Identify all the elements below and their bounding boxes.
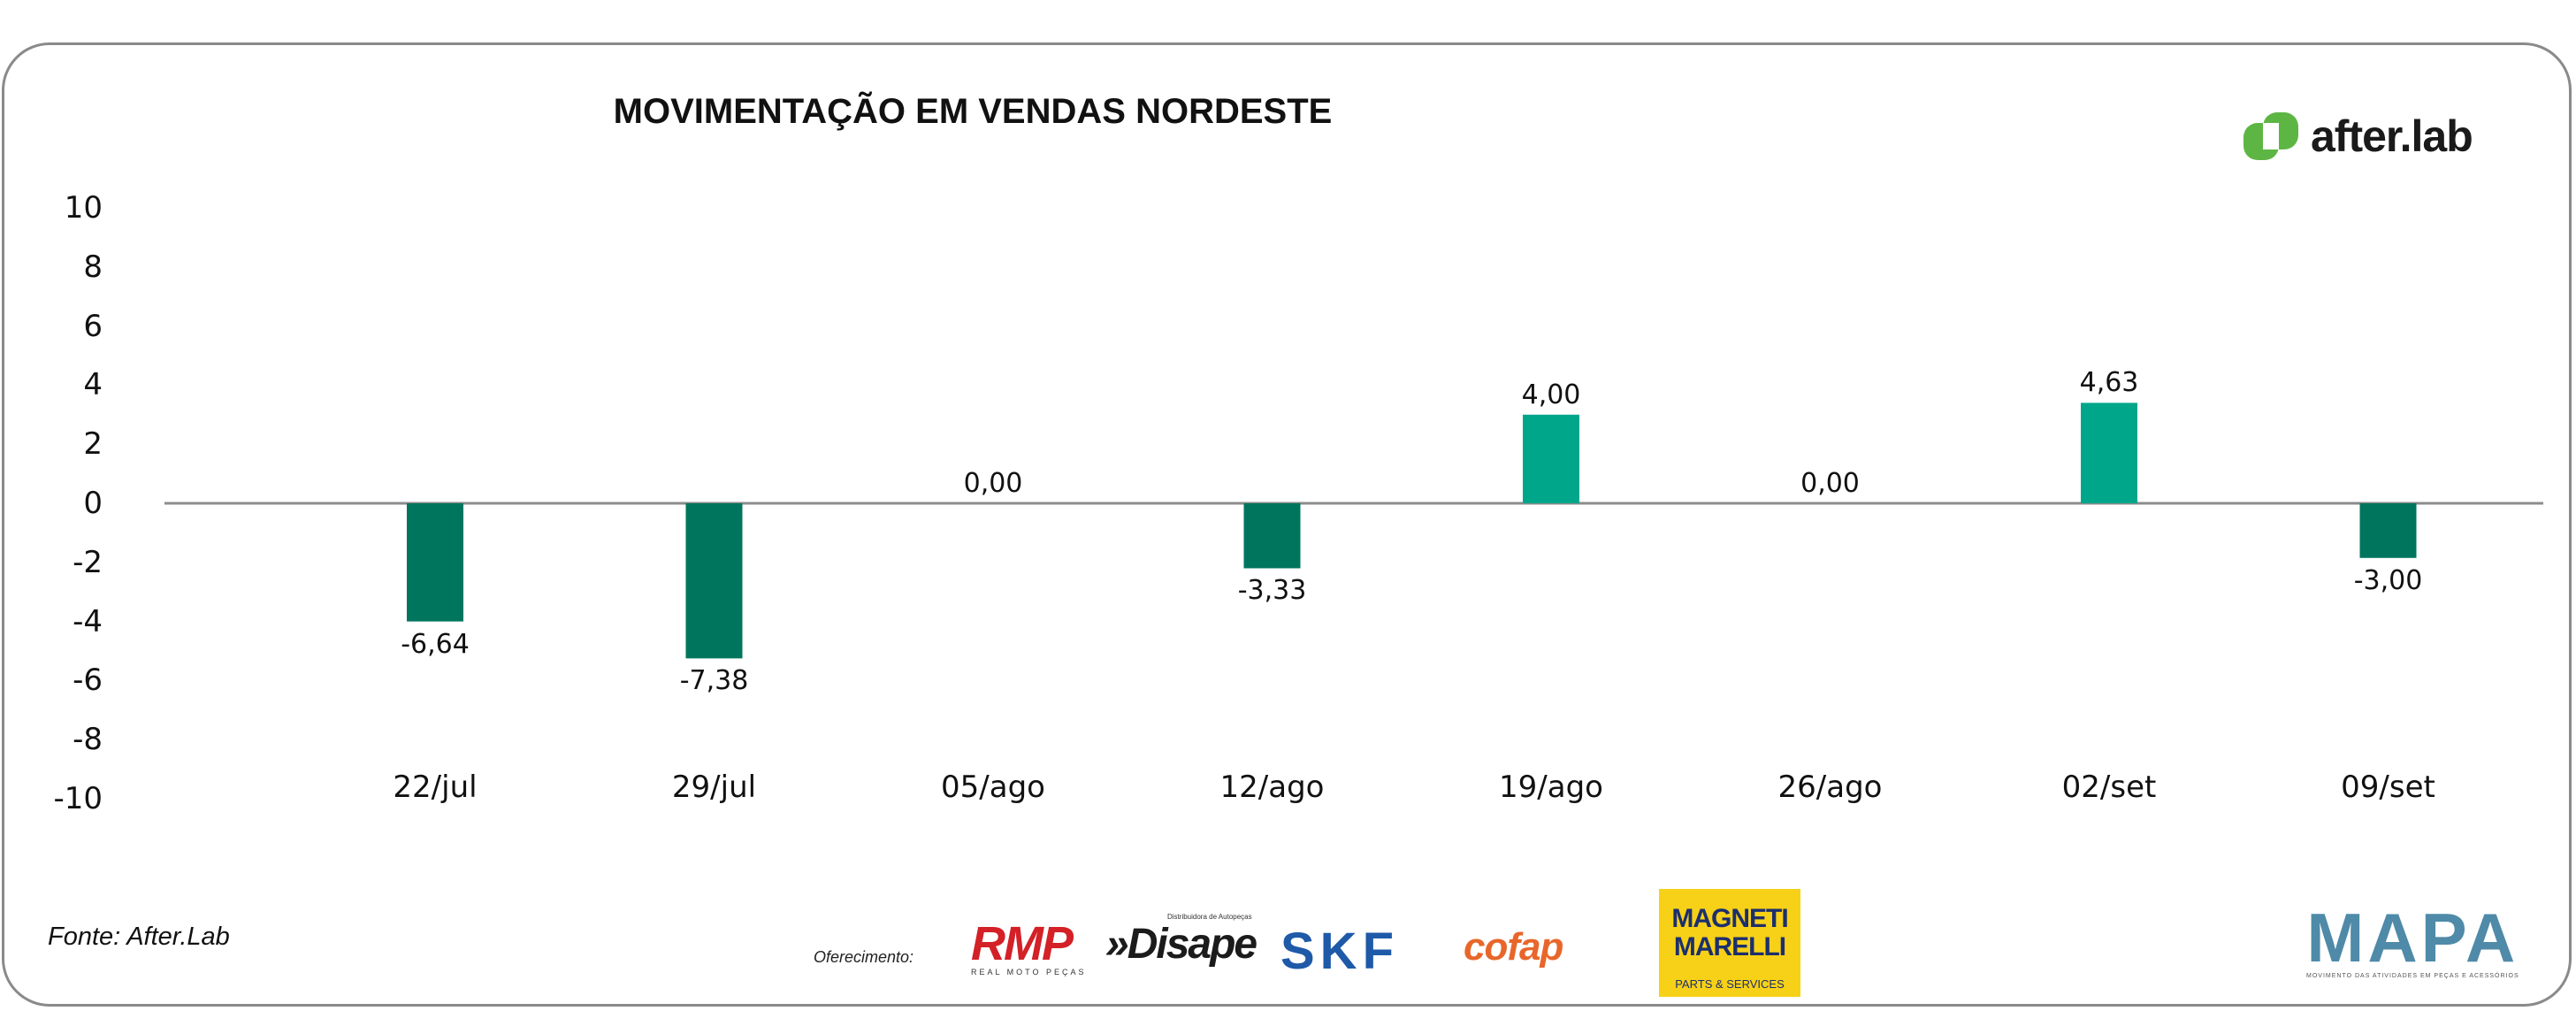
rmp-logo-subtext: REAL MOTO PEÇAS bbox=[971, 968, 1087, 977]
data-label: 4,00 bbox=[1521, 379, 1581, 410]
y-tick-label: 10 bbox=[64, 190, 103, 226]
afterlab-logo-icon bbox=[2242, 111, 2304, 162]
skf-logo: SKF bbox=[1280, 923, 1399, 980]
y-tick-label: -4 bbox=[73, 603, 103, 640]
y-tick-label: -6 bbox=[73, 663, 103, 699]
mapa-logo: MAPA MOVIMENTO DAS ATIVIDADES EM PEÇAS E… bbox=[2306, 902, 2519, 979]
y-tick-label: 8 bbox=[83, 249, 103, 285]
sponsor-label: Oferecimento: bbox=[814, 948, 914, 966]
cofap-logo: cofap bbox=[1464, 925, 1563, 969]
x-tick-label: 22/jul bbox=[393, 770, 478, 805]
y-tick-label: 2 bbox=[83, 426, 103, 463]
magneti-logo-line1: MAGNETI bbox=[1671, 904, 1788, 933]
data-label: 0,00 bbox=[963, 468, 1023, 499]
rmp-logo: RMP REAL MOTO PEÇAS bbox=[971, 920, 1087, 977]
x-tick-label: 29/jul bbox=[671, 770, 757, 805]
magneti-logo-line2: MARELLI bbox=[1673, 932, 1786, 961]
bar-12-ago bbox=[1243, 503, 1301, 569]
data-label: 0,00 bbox=[1800, 468, 1860, 499]
afterlab-logo-text: after.lab bbox=[2311, 111, 2473, 161]
bar-19-ago bbox=[1523, 414, 1579, 503]
disape-logo: Distribuidora de Autopeças »Disape bbox=[1105, 913, 1257, 969]
y-tick-label: -2 bbox=[73, 544, 103, 580]
y-tick-label: 4 bbox=[83, 367, 103, 403]
magneti-marelli-logo: MAGNETI MARELLI PARTS & SERVICES bbox=[1659, 889, 1800, 997]
chart-title: MOVIMENTAÇÃO EM VENDAS NORDESTE bbox=[613, 92, 1333, 131]
mapa-logo-text: MAPA bbox=[2306, 899, 2519, 977]
mapa-logo-subtext: MOVIMENTO DAS ATIVIDADES EM PEÇAS E ACES… bbox=[2306, 973, 2519, 979]
afterlab-logo: after.lab bbox=[2242, 111, 2473, 162]
disape-logo-subtext: Distribuidora de Autopeças bbox=[1167, 913, 1252, 921]
y-tick-label: 6 bbox=[83, 308, 103, 344]
x-tick-label: 19/ago bbox=[1499, 770, 1603, 805]
data-label: 4,63 bbox=[2079, 367, 2139, 399]
y-tick-label: 0 bbox=[83, 486, 103, 521]
bar-09-set bbox=[2359, 503, 2417, 558]
disape-logo-text: »Disape bbox=[1105, 921, 1257, 968]
y-tick-label: -8 bbox=[73, 722, 103, 758]
data-label: -3,33 bbox=[1237, 575, 1307, 607]
magneti-logo-subtext: PARTS & SERVICES bbox=[1675, 977, 1785, 991]
x-tick-label: 02/set bbox=[2061, 770, 2157, 805]
bar-22-jul bbox=[407, 503, 463, 622]
data-label: -7,38 bbox=[679, 665, 749, 697]
data-label: -3,00 bbox=[2353, 564, 2423, 596]
x-tick-label: 05/ago bbox=[941, 770, 1045, 805]
x-tick-label: 09/set bbox=[2341, 770, 2435, 805]
rmp-logo-text: RMP bbox=[971, 917, 1074, 970]
x-tick-label: 26/ago bbox=[1777, 770, 1883, 805]
y-tick-label: -10 bbox=[53, 781, 103, 816]
bar-29-jul bbox=[685, 503, 743, 659]
source-note: Fonte: After.Lab bbox=[48, 923, 230, 951]
bar-02-set bbox=[2081, 402, 2137, 503]
data-label: -6,64 bbox=[401, 628, 470, 660]
x-tick-label: 12/ago bbox=[1219, 770, 1325, 805]
